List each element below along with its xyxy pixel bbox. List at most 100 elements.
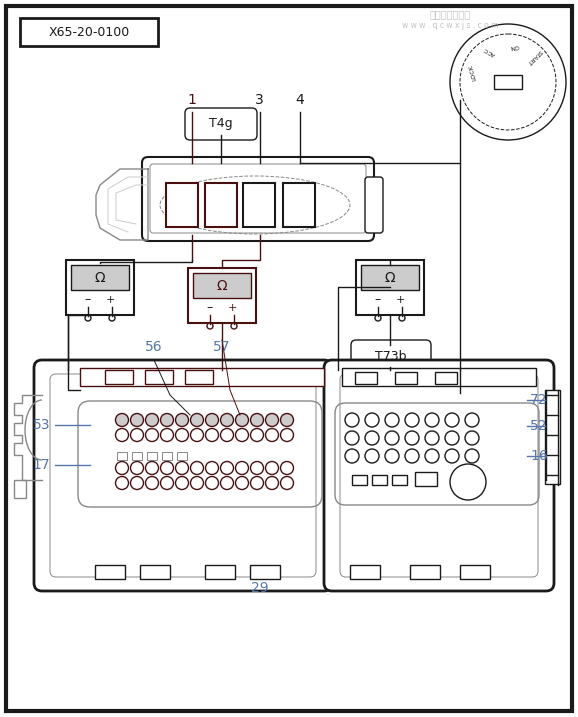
- Circle shape: [176, 477, 188, 490]
- FancyBboxPatch shape: [365, 177, 383, 233]
- Bar: [283, 183, 315, 227]
- Circle shape: [405, 449, 419, 463]
- Bar: [20, 18, 158, 46]
- Bar: [193, 273, 251, 298]
- Circle shape: [116, 414, 128, 427]
- Circle shape: [365, 431, 379, 445]
- Circle shape: [265, 477, 279, 490]
- Circle shape: [220, 429, 234, 442]
- Text: 56: 56: [145, 340, 163, 354]
- Text: 57: 57: [213, 340, 231, 354]
- FancyBboxPatch shape: [324, 360, 554, 591]
- Text: 4: 4: [295, 93, 305, 107]
- Bar: [392, 475, 407, 485]
- Bar: [361, 265, 419, 290]
- Circle shape: [116, 477, 128, 490]
- Bar: [117, 452, 127, 460]
- Circle shape: [460, 34, 556, 130]
- FancyBboxPatch shape: [185, 108, 257, 140]
- Circle shape: [161, 429, 173, 442]
- Text: –: –: [85, 293, 91, 306]
- Bar: [410, 565, 440, 579]
- Bar: [372, 475, 387, 485]
- Circle shape: [235, 414, 249, 427]
- Circle shape: [345, 449, 359, 463]
- Circle shape: [375, 315, 381, 321]
- FancyBboxPatch shape: [142, 157, 374, 241]
- Circle shape: [345, 431, 359, 445]
- Bar: [140, 565, 170, 579]
- Text: 16: 16: [530, 449, 548, 463]
- Circle shape: [399, 315, 405, 321]
- Circle shape: [265, 414, 279, 427]
- Circle shape: [385, 449, 399, 463]
- Bar: [145, 370, 173, 384]
- Bar: [243, 183, 275, 227]
- Circle shape: [250, 477, 264, 490]
- Circle shape: [131, 414, 143, 427]
- Circle shape: [206, 462, 218, 475]
- Circle shape: [450, 464, 486, 500]
- Bar: [205, 565, 235, 579]
- Text: ACC: ACC: [483, 45, 497, 56]
- Text: 1: 1: [188, 93, 197, 107]
- Bar: [352, 475, 367, 485]
- Text: 29: 29: [251, 581, 269, 595]
- Text: +: +: [227, 303, 236, 313]
- Circle shape: [465, 431, 479, 445]
- Circle shape: [465, 449, 479, 463]
- Text: LOCK: LOCK: [469, 64, 478, 82]
- Circle shape: [265, 429, 279, 442]
- Text: +: +: [395, 295, 405, 305]
- Circle shape: [250, 414, 264, 427]
- Bar: [147, 452, 157, 460]
- Circle shape: [405, 413, 419, 427]
- Circle shape: [405, 431, 419, 445]
- Circle shape: [425, 413, 439, 427]
- Text: ON: ON: [509, 43, 520, 50]
- Circle shape: [220, 462, 234, 475]
- Circle shape: [191, 477, 203, 490]
- Bar: [132, 452, 142, 460]
- Bar: [545, 390, 560, 484]
- Circle shape: [116, 429, 128, 442]
- Circle shape: [109, 315, 115, 321]
- Text: –: –: [375, 293, 381, 306]
- Circle shape: [365, 449, 379, 463]
- Bar: [342, 368, 536, 386]
- Circle shape: [250, 462, 264, 475]
- Bar: [166, 183, 198, 227]
- Circle shape: [176, 462, 188, 475]
- Text: 3: 3: [255, 93, 264, 107]
- FancyBboxPatch shape: [34, 360, 332, 591]
- Circle shape: [176, 414, 188, 427]
- Circle shape: [191, 429, 203, 442]
- Bar: [66, 260, 134, 315]
- Bar: [14, 480, 26, 498]
- Circle shape: [250, 429, 264, 442]
- Bar: [460, 565, 490, 579]
- Bar: [162, 452, 172, 460]
- Bar: [415, 472, 437, 486]
- Text: 汽车维修技术网: 汽车维修技术网: [429, 9, 470, 19]
- Circle shape: [385, 413, 399, 427]
- Circle shape: [206, 429, 218, 442]
- Circle shape: [176, 429, 188, 442]
- Circle shape: [425, 449, 439, 463]
- Bar: [435, 372, 457, 384]
- Bar: [185, 370, 213, 384]
- Text: 72: 72: [530, 393, 547, 407]
- Circle shape: [235, 462, 249, 475]
- Circle shape: [161, 414, 173, 427]
- Text: 52: 52: [530, 419, 547, 433]
- Circle shape: [220, 477, 234, 490]
- Circle shape: [385, 431, 399, 445]
- Text: Ω: Ω: [217, 279, 227, 293]
- Bar: [177, 452, 187, 460]
- Bar: [188, 268, 256, 323]
- Circle shape: [425, 431, 439, 445]
- Circle shape: [191, 414, 203, 427]
- Circle shape: [220, 414, 234, 427]
- Circle shape: [265, 462, 279, 475]
- Circle shape: [191, 462, 203, 475]
